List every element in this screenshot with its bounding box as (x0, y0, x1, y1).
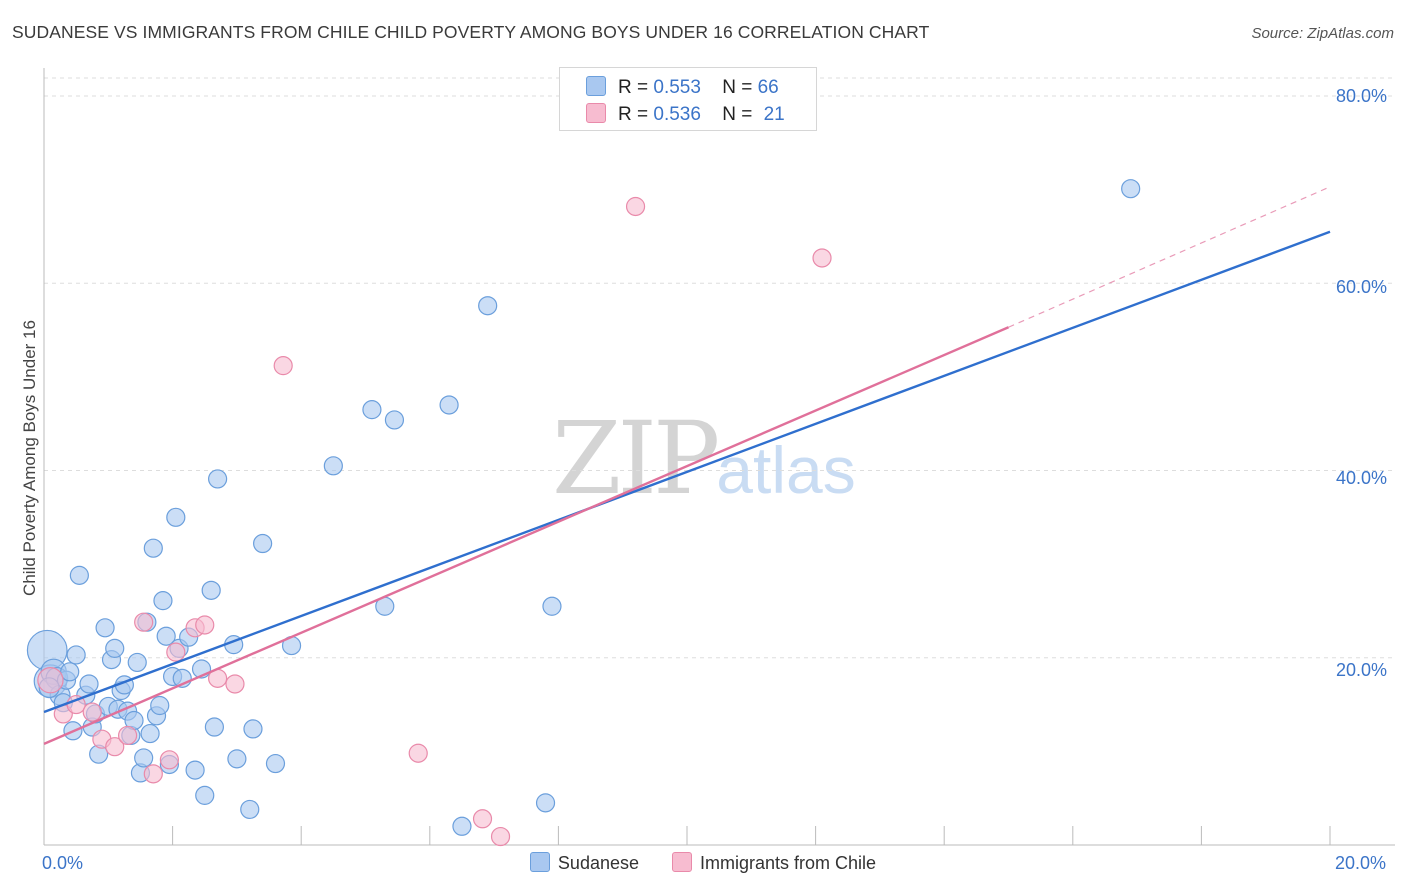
sudanese-point (240, 799, 260, 820)
legend-label-chile: Immigrants from Chile (700, 853, 877, 873)
sudanese-swatch (529, 852, 550, 872)
legend-row-sudanese: R = 0.553 N = 66 (586, 76, 779, 99)
sudanese-swatch (586, 76, 606, 96)
watermark-atlas: atlas (716, 433, 856, 507)
sudanese-point (204, 717, 224, 737)
sudanese-point (134, 748, 154, 768)
chile-point (134, 612, 154, 632)
chile-point (166, 642, 186, 662)
sudanese-point (140, 723, 160, 744)
series-legend: Sudanese Immigrants from Chile (0, 852, 1406, 874)
chile-trend-extension (1008, 186, 1331, 328)
sudanese-point (66, 645, 86, 665)
source-credit: Source: ZipAtlas.com (1251, 25, 1394, 42)
chile-point (105, 737, 125, 757)
sudanese-point (243, 719, 263, 739)
sudanese-point (362, 400, 382, 420)
chile-swatch (586, 103, 606, 123)
legend-r-value: 0.553 (653, 77, 701, 98)
x-tick-label-max: 20.0% (1335, 853, 1387, 873)
sudanese-point (323, 456, 343, 476)
legend-r-label: R = (618, 77, 649, 98)
chile-point (143, 764, 163, 784)
chile-point (225, 674, 245, 694)
chile-point (159, 750, 179, 770)
sudanese-point (535, 793, 556, 813)
legend-n-value: 66 (757, 77, 779, 98)
chile-point (490, 826, 511, 847)
legend-n-value: 21 (763, 104, 785, 125)
watermark: ZIPatlas (552, 400, 856, 517)
legend-item-sudanese: Sudanese (529, 852, 639, 874)
sudanese-point (542, 596, 562, 616)
sudanese-point (105, 638, 125, 658)
chile-point (273, 356, 293, 376)
sudanese-point (208, 469, 228, 489)
chile-point (472, 809, 493, 829)
sudanese-point (127, 652, 147, 673)
legend-n-label: N = (722, 104, 753, 125)
sudanese-point (156, 626, 176, 646)
sudanese-point (478, 296, 498, 316)
sudanese-point (150, 695, 170, 716)
chile-swatch (672, 852, 693, 872)
y-tick-label: 60.0% (1336, 277, 1388, 297)
sudanese-point (439, 395, 459, 415)
sudanese-point (227, 749, 247, 769)
sudanese-trend-line (43, 230, 1331, 714)
correlation-legend: R = 0.553 N = 66 R = 0.536 N = 21 (559, 67, 817, 131)
sudanese-point (143, 538, 163, 558)
legend-item-chile: Immigrants from Chile (672, 852, 876, 874)
sudanese-point (79, 674, 99, 694)
sudanese-point (185, 760, 205, 780)
watermark-zip: ZIP (552, 400, 720, 517)
chile-point (408, 743, 428, 763)
legend-n-label: N = (722, 77, 753, 98)
y-axis-label: Child Poverty Among Boys Under 16 (20, 320, 39, 596)
sudanese-point (153, 591, 173, 611)
sudanese-point (1121, 179, 1141, 199)
sudanese-point (166, 507, 186, 527)
y-tick-label: 80.0% (1336, 86, 1388, 106)
legend-label-sudanese: Sudanese (557, 853, 639, 873)
chile-point (195, 615, 215, 635)
chile-point (37, 667, 64, 694)
chile-point (117, 725, 138, 746)
sudanese-point (201, 580, 221, 600)
legend-r-label: R = (618, 104, 649, 125)
chile-point (82, 702, 102, 722)
x-tick-label-min: 0.0% (42, 853, 84, 873)
sudanese-point (60, 662, 80, 682)
sudanese-point (95, 618, 115, 638)
chile-point (812, 248, 832, 268)
y-tick-label: 40.0% (1336, 468, 1388, 488)
legend-row-chile: R = 0.536 N = 21 (586, 103, 785, 126)
sudanese-point (384, 410, 405, 430)
legend-r-value: 0.536 (653, 104, 701, 125)
chart-title: SUDANESE VS IMMIGRANTS FROM CHILE CHILD … (12, 22, 930, 42)
chile-point (625, 196, 646, 217)
sudanese-point (195, 785, 215, 805)
y-tick-label: 20.0% (1336, 660, 1388, 680)
sudanese-point (452, 816, 472, 836)
sudanese-point (265, 753, 286, 774)
sudanese-point (253, 533, 273, 554)
sudanese-point (69, 565, 89, 585)
chile-trend-line (43, 326, 1009, 745)
